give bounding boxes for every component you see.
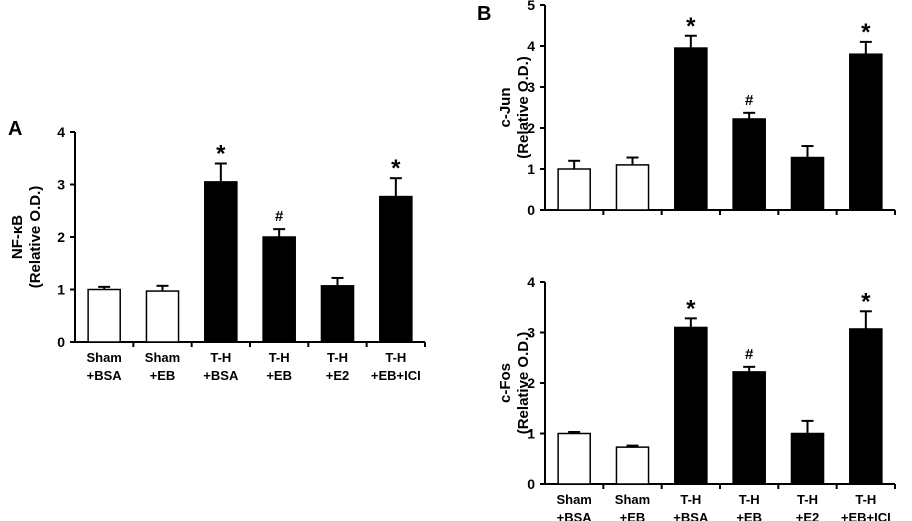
chart-2: B 0 1 2 3 4 5 c-Jun(Relative O.D.) * # *: [477, 0, 896, 218]
category-label: T-H: [269, 350, 290, 365]
y-tick-label: 0: [57, 334, 65, 350]
y-tick-label: 3: [57, 177, 65, 193]
significance-star: *: [391, 155, 401, 182]
panel-label: A: [8, 118, 22, 140]
y-tick-label: 0: [527, 476, 535, 492]
significance-star: *: [216, 141, 226, 168]
y-tick-label: 0: [527, 202, 535, 218]
category-label: Sham: [86, 350, 121, 365]
y-tick-label: 4: [527, 274, 535, 290]
y-tick-label: 4: [57, 124, 65, 140]
category-label: T-H: [680, 492, 701, 507]
bar: [87, 288, 121, 343]
category-label: +BSA: [87, 368, 123, 383]
y-tick-label: 5: [527, 0, 535, 13]
category-label: +E2: [796, 510, 820, 521]
y-tick-label: 2: [527, 120, 535, 136]
significance-star: *: [861, 19, 871, 46]
category-label: +BSA: [557, 510, 593, 521]
category-label: +EB+ICI: [841, 510, 891, 521]
chart-1: A 0 1 2 3 4 NF-κB(Relative O.D.) Sham +BSA Sham +E…: [8, 118, 426, 383]
bar: [790, 432, 825, 485]
y-tick-label: 2: [57, 229, 65, 245]
significance-hash: #: [275, 208, 284, 225]
category-label: T-H: [855, 492, 876, 507]
category-label: +EB: [266, 368, 292, 383]
bar: [262, 236, 296, 343]
category-label: T-H: [210, 350, 231, 365]
significance-star: *: [861, 288, 871, 315]
bar: [790, 156, 825, 211]
category-label: T-H: [797, 492, 818, 507]
significance-hash: #: [745, 346, 754, 363]
category-label: +EB: [150, 368, 176, 383]
significance-hash: #: [745, 92, 754, 109]
y-tick-label: 1: [57, 282, 65, 298]
category-label: +BSA: [203, 368, 239, 383]
category-label: Sham: [556, 492, 591, 507]
y-tick-label: 3: [527, 325, 535, 341]
bar: [320, 285, 355, 343]
category-label: Sham: [145, 350, 180, 365]
bar: [615, 446, 650, 485]
category-label: +EB+ICI: [371, 368, 421, 383]
y-tick-label: 1: [527, 426, 535, 442]
y-tick-label: 4: [527, 38, 535, 54]
y-tick-label: 3: [527, 79, 535, 95]
bar: [379, 195, 413, 343]
category-label: T-H: [385, 350, 406, 365]
bar: [615, 164, 650, 211]
y-tick-label: 1: [527, 161, 535, 177]
panel-label: B: [477, 3, 491, 25]
category-label: T-H: [327, 350, 348, 365]
bar: [849, 328, 883, 485]
chart-3: 0 1 2 3 4 c-Fos(Relative O.D.) Sham +BSA Sham +EB…: [497, 274, 896, 521]
y-axis-label: c-Fos(Relative O.D.): [497, 332, 532, 435]
bar: [557, 432, 591, 485]
bar: [204, 181, 238, 343]
bar: [732, 371, 766, 485]
category-label: +BSA: [673, 510, 709, 521]
category-label: Sham: [615, 492, 650, 507]
bar: [732, 118, 766, 211]
y-tick-label: 2: [527, 375, 535, 391]
category-label: +EB: [620, 510, 646, 521]
bar: [145, 290, 180, 343]
bar: [557, 168, 591, 211]
bar: [674, 326, 708, 485]
significance-star: *: [686, 13, 696, 40]
bar: [849, 53, 883, 211]
y-axis-label: c-Jun(Relative O.D.): [497, 56, 532, 159]
category-label: T-H: [739, 492, 760, 507]
significance-star: *: [686, 295, 696, 322]
bar: [674, 47, 708, 211]
category-label: +EB: [736, 510, 762, 521]
y-axis-label: NF-κB(Relative O.D.): [9, 186, 44, 289]
category-label: +E2: [326, 368, 350, 383]
